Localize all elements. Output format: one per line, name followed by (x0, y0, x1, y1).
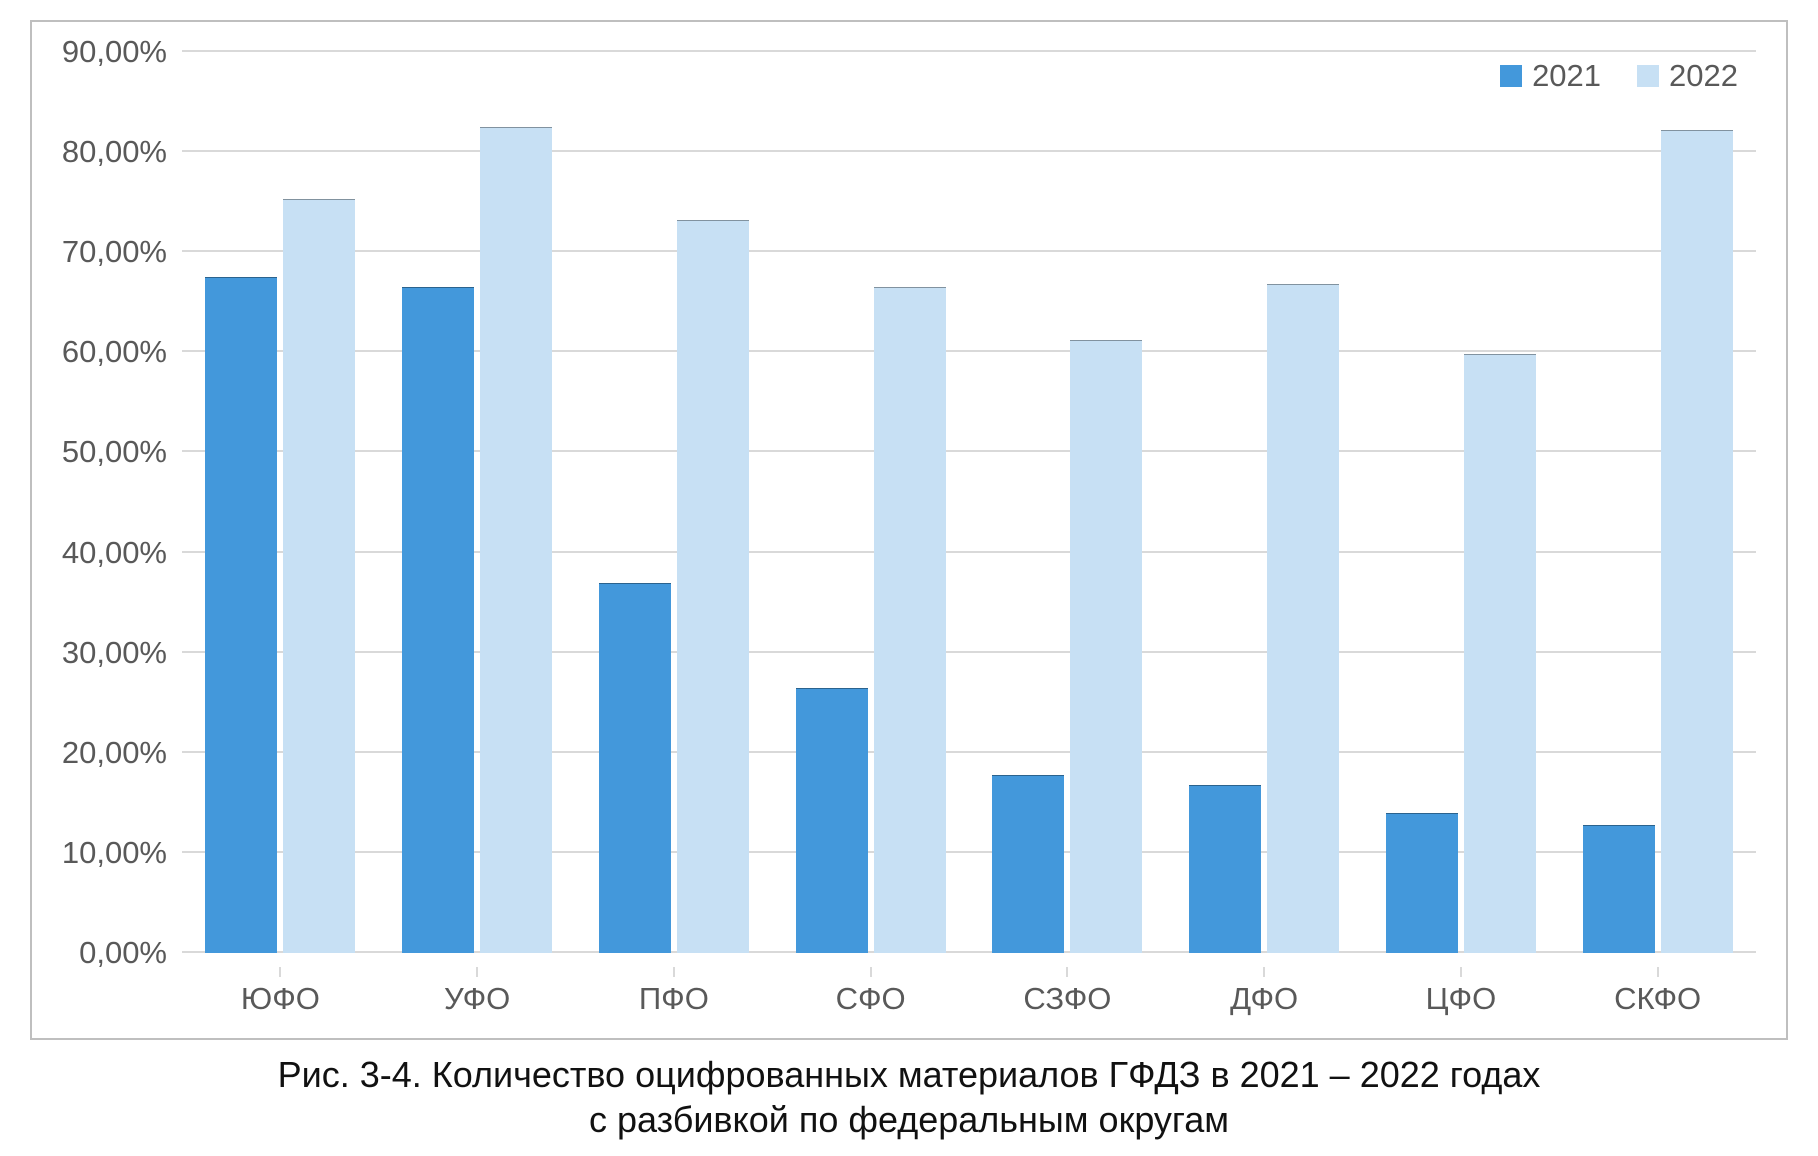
legend-swatch (1500, 65, 1522, 87)
y-tick-label: 70,00% (27, 234, 167, 270)
category-group (969, 52, 1166, 953)
x-tick-label: СФО (772, 963, 969, 1038)
x-tick-mark (476, 967, 478, 977)
x-tick-text: ПФО (639, 981, 709, 1016)
plot-clip: 0,00%10,00%20,00%30,00%40,00%50,00%60,00… (182, 52, 1756, 953)
bar (1070, 340, 1142, 953)
bar (599, 583, 671, 953)
bar (796, 688, 868, 953)
x-tick-text: СФО (836, 981, 906, 1016)
y-tick-label: 10,00% (27, 835, 167, 871)
x-tick-label: УФО (379, 963, 576, 1038)
y-tick-label: 60,00% (27, 334, 167, 370)
x-tick-mark (673, 967, 675, 977)
x-tick-label: СКФО (1559, 963, 1756, 1038)
caption-line-2: с разбивкой по федеральным округам (589, 1099, 1229, 1140)
x-tick-text: ДФО (1230, 981, 1298, 1016)
x-tick-mark (870, 967, 872, 977)
plot-area: 0,00%10,00%20,00%30,00%40,00%50,00%60,00… (182, 22, 1756, 963)
x-tick-label: ДФО (1166, 963, 1363, 1038)
x-tick-mark (279, 967, 281, 977)
x-tick-label: СЗФО (969, 963, 1166, 1038)
bar (1583, 825, 1655, 953)
x-axis: ЮФО УФО ПФО СФО СЗФО ДФО ЦФО СКФО (182, 963, 1756, 1038)
y-tick-label: 90,00% (27, 34, 167, 70)
legend-item: 2022 (1637, 58, 1738, 94)
x-tick-mark (1460, 967, 1462, 977)
x-tick-text: УФО (444, 981, 510, 1016)
bar (874, 287, 946, 953)
y-tick-label: 50,00% (27, 434, 167, 470)
bars-layer (182, 52, 1756, 953)
legend-label: 2022 (1669, 58, 1738, 94)
legend-swatch (1637, 65, 1659, 87)
x-tick-label: ЮФО (182, 963, 379, 1038)
bar (1189, 785, 1261, 953)
category-group (576, 52, 773, 953)
category-group (182, 52, 379, 953)
bar (1386, 813, 1458, 953)
chart-container: 20212022 0,00%10,00%20,00%30,00%40,00%50… (30, 20, 1788, 1040)
y-tick-label: 30,00% (27, 635, 167, 671)
legend-label: 2021 (1532, 58, 1601, 94)
bar (205, 277, 277, 953)
x-tick-text: ЮФО (241, 981, 320, 1016)
bar (992, 775, 1064, 953)
bar (1661, 130, 1733, 953)
category-group (1559, 52, 1756, 953)
x-tick-text: СЗФО (1023, 981, 1111, 1016)
y-tick-label: 40,00% (27, 535, 167, 571)
chart-caption: Рис. 3-4. Количество оцифрованных матери… (30, 1040, 1788, 1146)
bar (480, 127, 552, 953)
y-tick-label: 0,00% (27, 935, 167, 971)
x-tick-mark (1066, 967, 1068, 977)
bar (1267, 284, 1339, 953)
bar (677, 220, 749, 953)
x-tick-mark (1263, 967, 1265, 977)
x-tick-text: СКФО (1614, 981, 1701, 1016)
category-group (1166, 52, 1363, 953)
bar (402, 287, 474, 953)
caption-line-1: Рис. 3-4. Количество оцифрованных матери… (278, 1054, 1541, 1095)
x-tick-label: ЦФО (1363, 963, 1560, 1038)
y-tick-label: 80,00% (27, 134, 167, 170)
legend: 2021 2022 (1500, 58, 1738, 94)
x-tick-text: ЦФО (1426, 981, 1497, 1016)
bar (283, 199, 355, 953)
bar (1464, 354, 1536, 953)
chart-inner: 0,00%10,00%20,00%30,00%40,00%50,00%60,00… (32, 22, 1786, 963)
category-group (772, 52, 969, 953)
category-group (379, 52, 576, 953)
y-tick-label: 20,00% (27, 735, 167, 771)
x-tick-label: ПФО (576, 963, 773, 1038)
category-group (1363, 52, 1560, 953)
legend-item: 2021 (1500, 58, 1601, 94)
x-tick-mark (1657, 967, 1659, 977)
